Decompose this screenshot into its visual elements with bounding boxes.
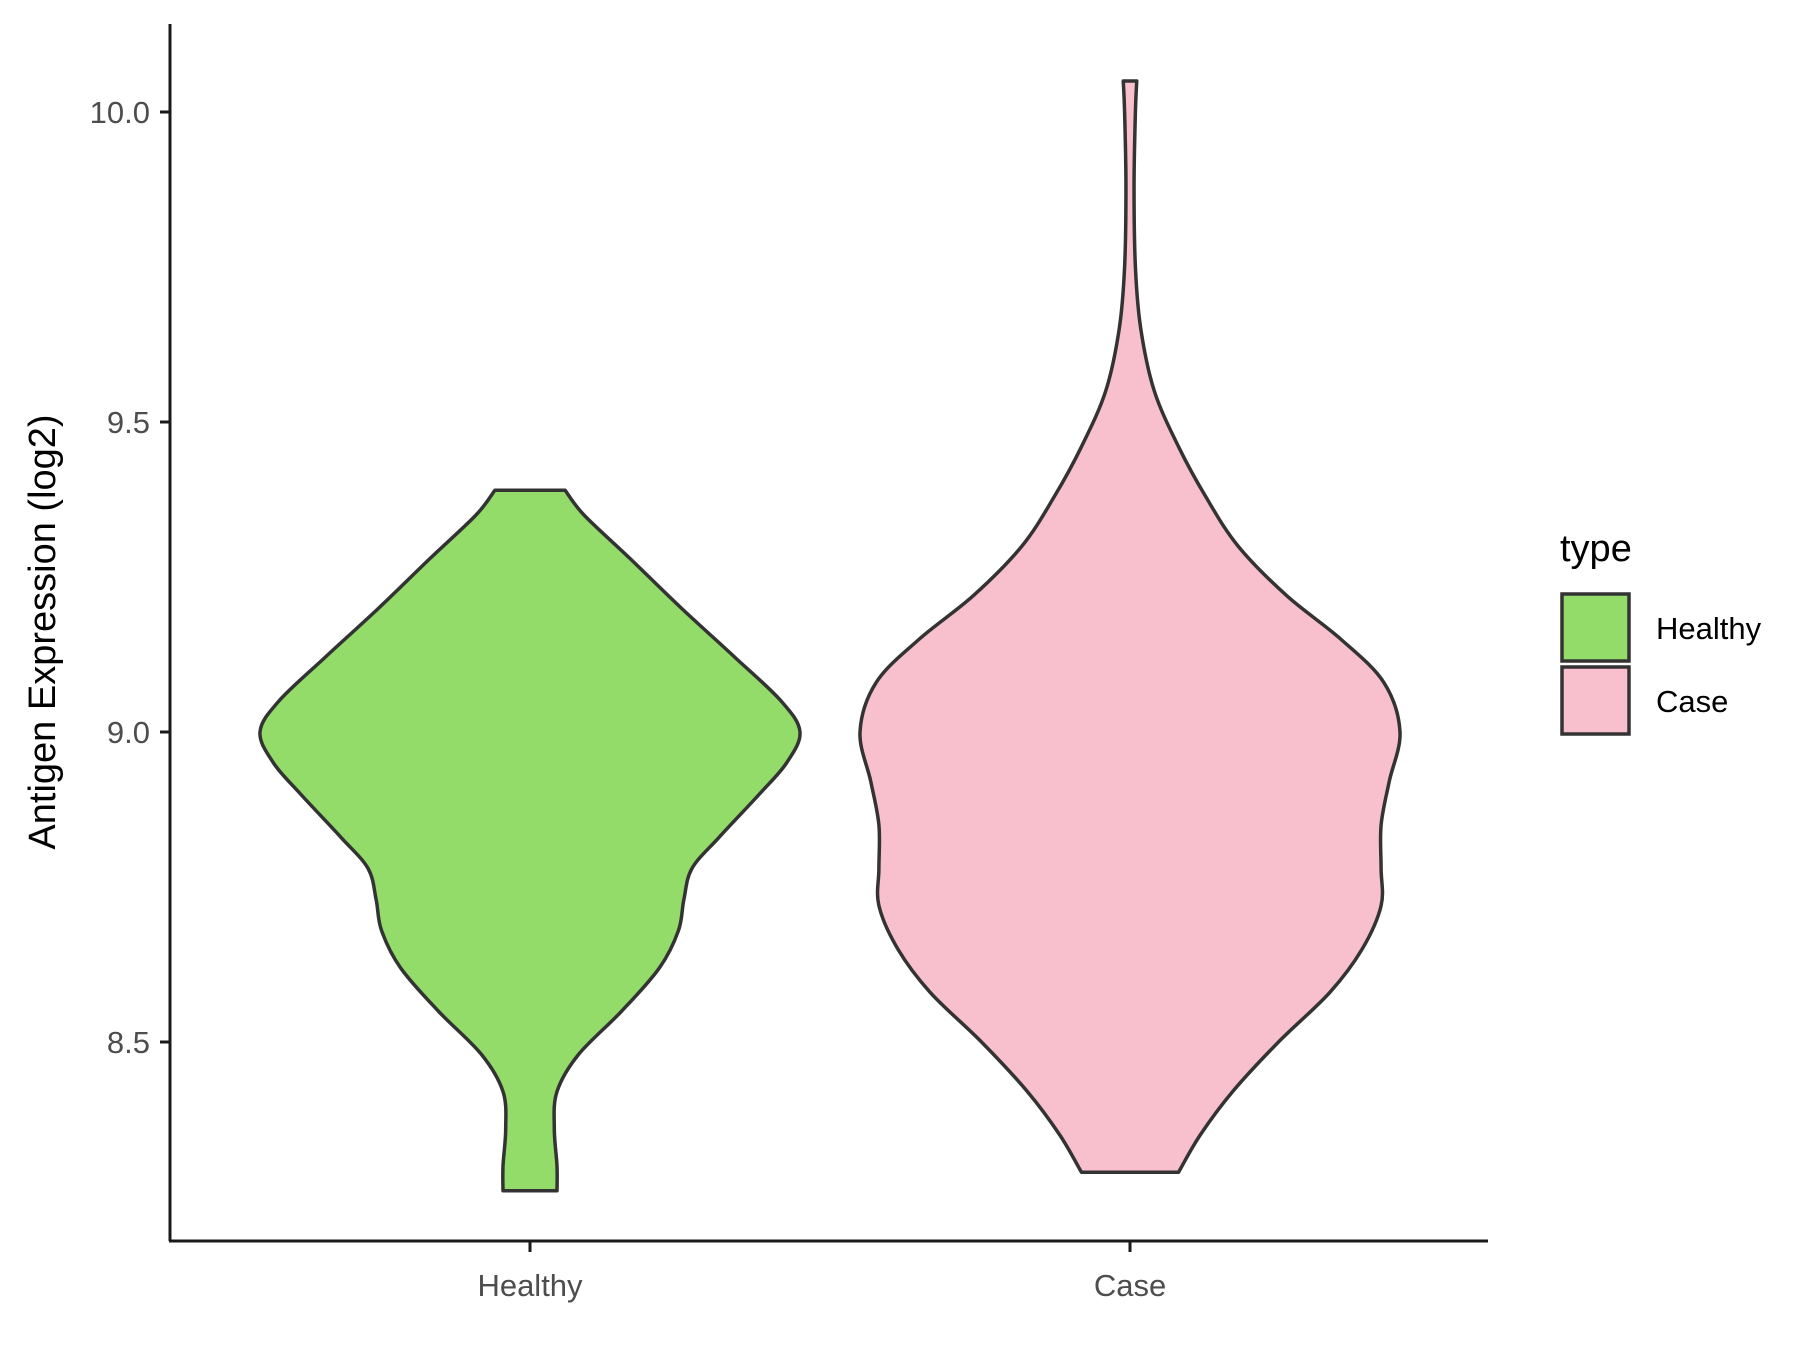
y-tick-label: 9.0 bbox=[107, 715, 150, 750]
y-tick-label: 10.0 bbox=[90, 95, 150, 130]
legend-label-case: Case bbox=[1656, 684, 1728, 719]
x-axis-ticks: Healthy Case bbox=[477, 1241, 1166, 1303]
y-axis-title: Antigen Expression (log2) bbox=[22, 414, 64, 849]
legend-entries: Healthy Case bbox=[1560, 592, 1762, 736]
legend: type Healthy Case bbox=[1560, 528, 1762, 736]
y-tick-label: 8.5 bbox=[107, 1025, 150, 1060]
violin-group bbox=[258, 79, 1402, 1193]
violin-case bbox=[858, 79, 1402, 1174]
violin-healthy bbox=[258, 488, 802, 1193]
legend-label-healthy: Healthy bbox=[1656, 611, 1762, 646]
x-tick-label: Case bbox=[1094, 1268, 1166, 1303]
x-tick-label: Healthy bbox=[477, 1268, 583, 1303]
legend-swatch-healthy bbox=[1560, 592, 1631, 663]
y-tick-label: 9.5 bbox=[107, 405, 150, 440]
y-axis-ticks: 8.5 9.0 9.5 10.0 bbox=[90, 95, 170, 1060]
legend-swatch-case bbox=[1560, 665, 1631, 736]
legend-title: type bbox=[1560, 528, 1632, 570]
